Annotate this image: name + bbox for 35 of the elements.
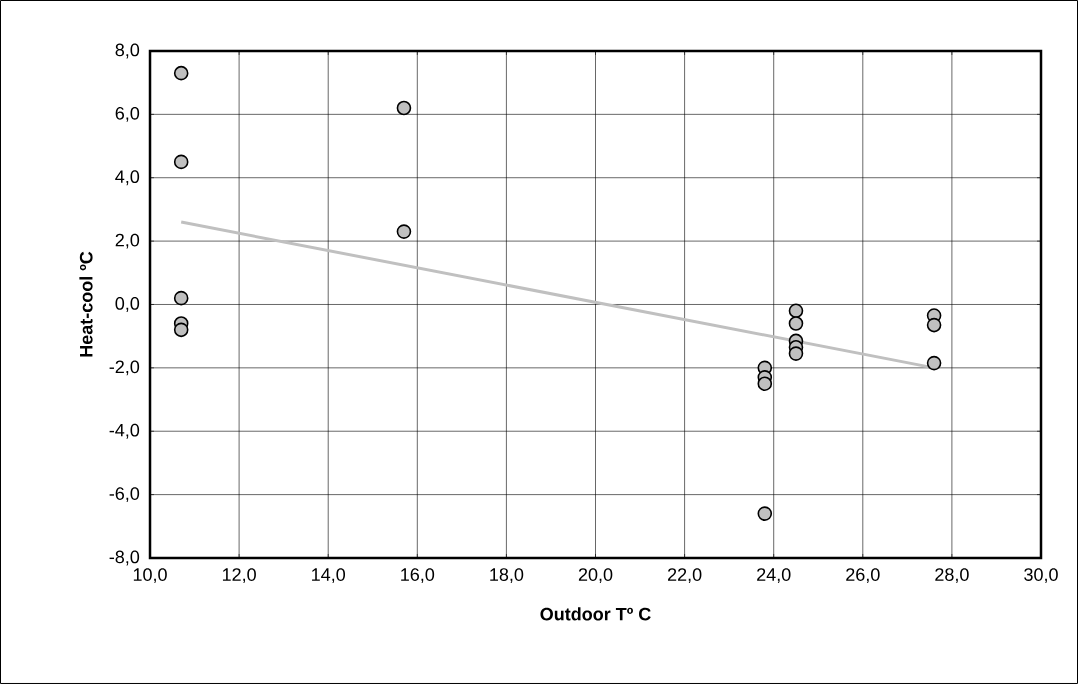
point [757, 506, 773, 521]
x-tick-label: 26,0 [846, 568, 880, 584]
x-tick-label: 22,0 [668, 568, 702, 584]
point [926, 355, 942, 371]
y-tick-label: -4,0 [109, 423, 140, 439]
y-tick-label: 8,0 [115, 43, 140, 59]
y-tick-label: -2,0 [109, 360, 140, 376]
point [173, 290, 189, 306]
x-axis-title: Outdoor Tº C [540, 607, 651, 621]
x-tick-label: 10,0 [133, 568, 167, 584]
x-tick-label: 28,0 [935, 568, 969, 584]
y-tick-label: 4,0 [115, 170, 140, 186]
y-tick-label: -6,0 [109, 487, 140, 503]
x-tick-label: 30,0 [1024, 568, 1058, 584]
point [173, 154, 189, 170]
x-tick-label: 20,0 [578, 568, 613, 584]
point [173, 322, 189, 338]
x-tick-label: 16,0 [401, 568, 435, 584]
y-tick-label: -8,0 [109, 550, 140, 566]
point [788, 303, 804, 319]
x-tick-label: 14,0 [312, 568, 346, 584]
x-tick-label: 12,0 [222, 568, 256, 584]
y-axis-title: Heat-cool ºC [79, 251, 93, 357]
y-tick-label: 2,0 [115, 233, 140, 249]
point [926, 317, 942, 333]
point [396, 100, 412, 116]
x-tick-label: 24,0 [757, 568, 791, 584]
point [173, 65, 189, 81]
point [396, 224, 412, 239]
point [757, 376, 773, 391]
y-tick-label: 0,0 [115, 297, 140, 312]
x-tick-label: 18,0 [490, 568, 524, 584]
point [788, 316, 804, 331]
y-tick-label: 6,0 [115, 106, 140, 122]
point [788, 346, 804, 361]
